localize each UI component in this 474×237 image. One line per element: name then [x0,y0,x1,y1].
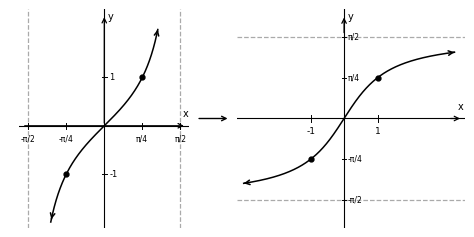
Text: x: x [457,102,464,112]
Text: -π/4: -π/4 [59,134,73,143]
Text: π/4: π/4 [348,73,360,82]
Text: y: y [108,12,113,22]
Text: -1: -1 [306,127,315,136]
Text: -π/2: -π/2 [348,196,363,205]
Text: 1: 1 [109,73,114,82]
Text: -π/4: -π/4 [348,155,363,164]
Text: -1: -1 [109,170,118,179]
Text: π/2: π/2 [174,134,186,143]
Text: π/2: π/2 [348,32,360,41]
Text: π/4: π/4 [136,134,148,143]
Text: x: x [182,109,188,119]
Text: 1: 1 [374,127,381,136]
Text: y: y [347,12,353,22]
Text: -π/2: -π/2 [21,134,36,143]
